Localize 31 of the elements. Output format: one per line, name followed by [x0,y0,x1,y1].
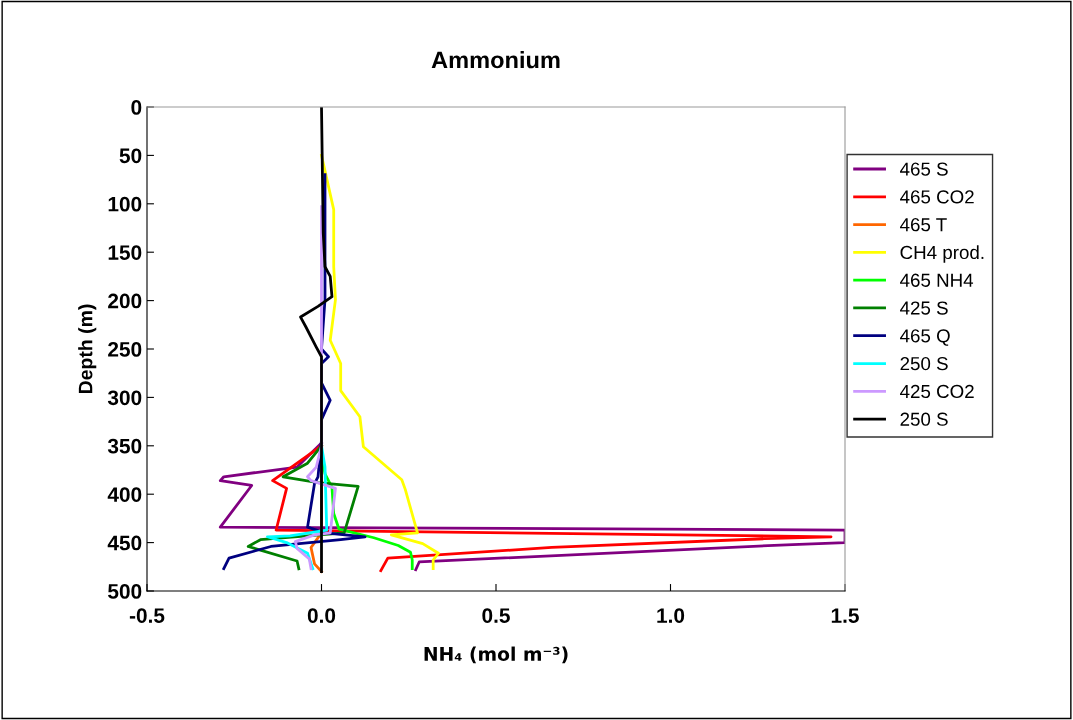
y-tick-label: 200 [108,293,142,309]
x-tick-label: 1.0 [657,608,685,623]
y-tick-label: 50 [119,148,142,164]
y-tick-label: 450 [107,535,142,551]
chart-title: Ammonium [431,51,560,69]
legend-label: 465 Q [900,329,950,346]
y-tick-label: 100 [108,196,142,212]
x-tick-label: 0.5 [482,608,510,623]
x-tick-label: 1.5 [831,608,859,623]
legend-label: 250 S [900,356,948,371]
y-tick-label: 250 [108,342,142,357]
legend-label: CH4 prod. [900,245,984,263]
legend-label: 250 S [900,412,948,426]
legend-label: 465 CO2 [900,190,974,204]
x-tick-label: -0.5 [129,608,165,623]
legend-label: 465 NH4 [900,273,974,287]
legend-label: 425 S [900,301,948,315]
y-tick-label: 500 [108,584,142,599]
y-tick-label: 400 [107,487,142,502]
y-tick-label: 150 [108,245,142,260]
x-axis-title: NH₄ (mol m⁻³) [424,646,568,664]
line-series [320,154,440,571]
y-tick-label: 350 [107,438,142,454]
legend-label: 465 T [900,218,947,232]
line-series [299,107,334,574]
y-tick-label: 0 [131,100,142,115]
y-tick-label: 300 [107,390,142,406]
x-tick-label: 0.0 [307,608,336,623]
y-axis-title: Depth (m) [78,304,97,394]
legend-label: 425 CO2 [900,384,974,399]
legend-label: 465 S [900,162,948,176]
